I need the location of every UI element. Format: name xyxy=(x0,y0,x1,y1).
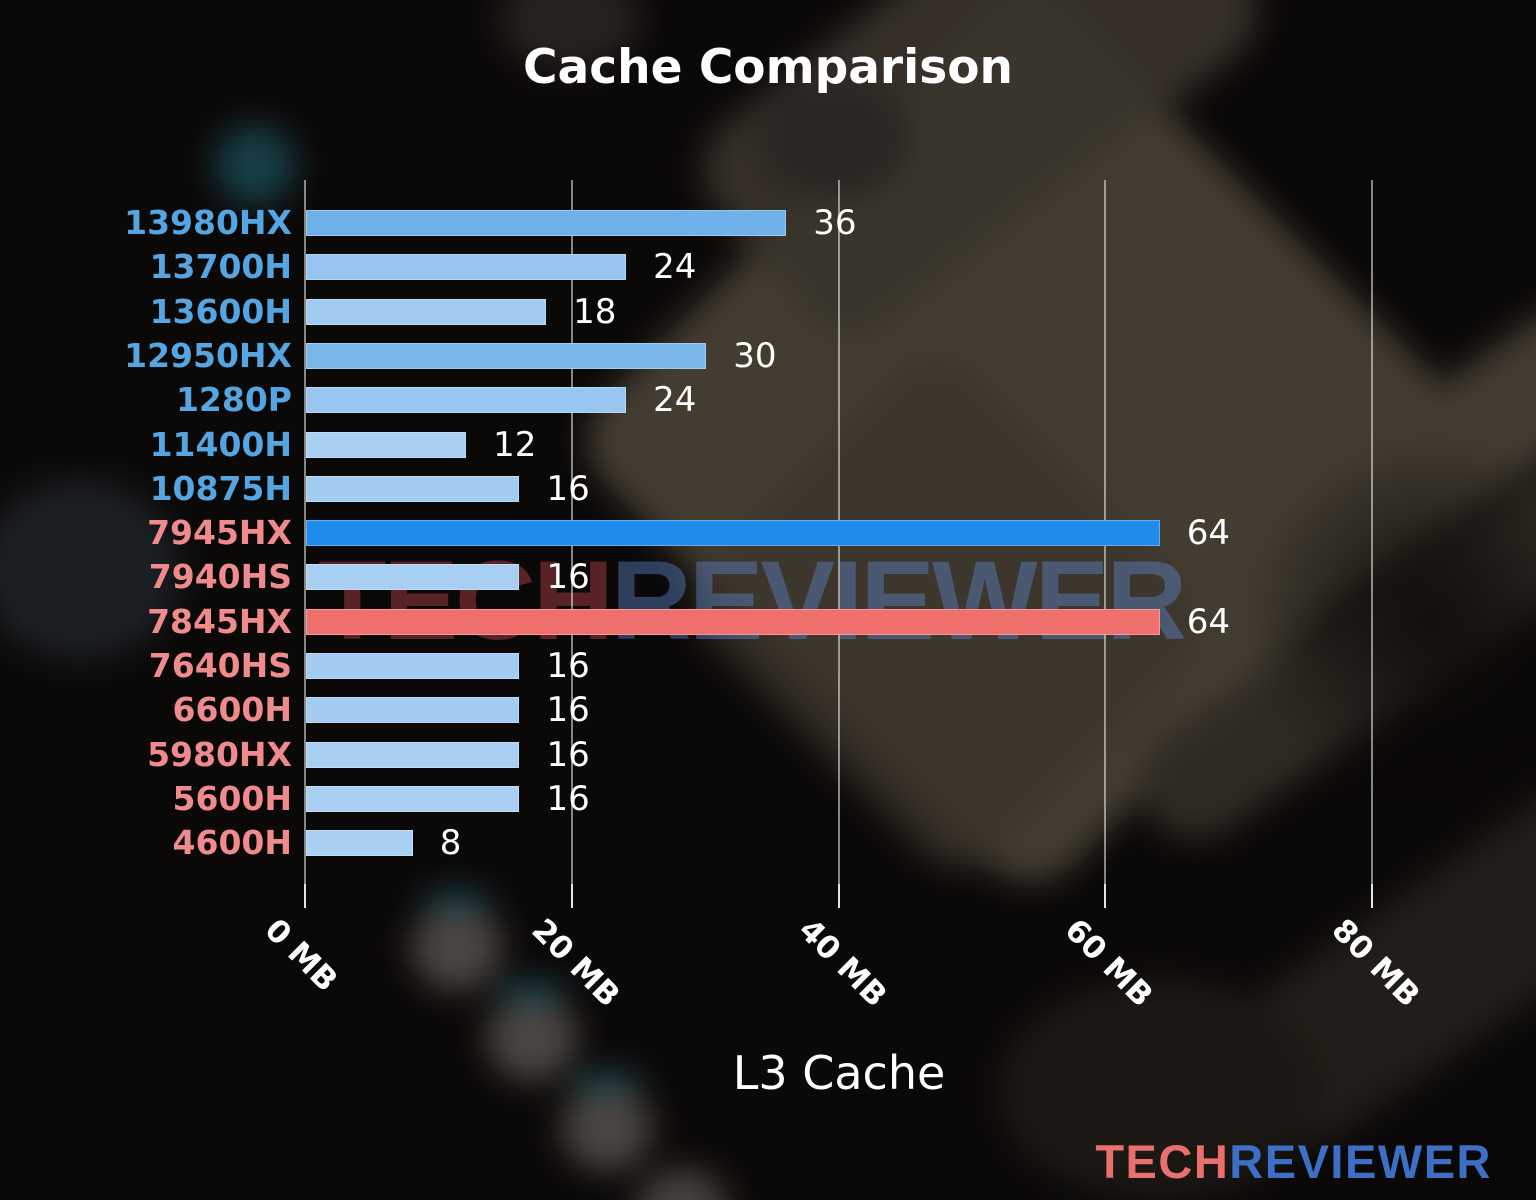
bar xyxy=(306,564,520,591)
capacitor-glow xyxy=(572,1071,642,1093)
value-label: 16 xyxy=(546,690,590,731)
bar xyxy=(306,520,1160,547)
category-label: 12950HX xyxy=(124,335,292,375)
logo-tech: TECH xyxy=(1095,1135,1230,1188)
bar xyxy=(306,608,1160,635)
watermark: TECHREVIEWER xyxy=(318,545,1187,657)
category-label: 11400H xyxy=(149,424,292,464)
bar xyxy=(306,210,787,236)
bar xyxy=(306,298,547,325)
teal-led-glow xyxy=(215,125,295,205)
category-label: 13600H xyxy=(149,291,292,331)
value-label: 16 xyxy=(546,557,590,598)
value-label: 64 xyxy=(1186,513,1231,554)
x-tick-label: 40 MB xyxy=(791,912,894,1015)
value-label: 36 xyxy=(813,203,857,243)
left-blue-blob xyxy=(0,480,180,660)
bar xyxy=(306,653,520,679)
category-label: 5600H xyxy=(172,778,292,818)
bottom-center-blob xyxy=(1000,980,1320,1200)
x-tickmark xyxy=(1371,884,1374,908)
bar xyxy=(306,830,413,857)
category-label: 10875H xyxy=(149,468,292,508)
x-gridline xyxy=(1371,180,1374,884)
category-label: 13700H xyxy=(149,247,292,287)
bar xyxy=(306,741,520,768)
category-label: 4600H xyxy=(172,823,292,863)
x-axis-label: L3 Cache xyxy=(732,1046,946,1100)
value-label: 12 xyxy=(493,424,537,465)
bar xyxy=(306,254,627,281)
value-label: 16 xyxy=(546,646,590,686)
bar xyxy=(306,475,520,502)
value-label: 16 xyxy=(546,778,590,819)
chart-title: Cache Comparison xyxy=(523,40,1013,95)
capacitor-glow xyxy=(422,891,492,913)
watermark-tech: TECH xyxy=(318,538,614,663)
value-label: 18 xyxy=(573,291,617,332)
x-tickmark xyxy=(570,884,573,908)
value-label: 64 xyxy=(1186,601,1231,642)
x-tick-label: 60 MB xyxy=(1057,912,1161,1015)
category-label: 13980HX xyxy=(124,203,292,242)
dark-circle-right xyxy=(1240,430,1536,810)
x-tickmark xyxy=(837,884,840,908)
category-label: 7845HX xyxy=(147,601,292,641)
x-tick-label: 0 MB xyxy=(257,912,345,999)
x-gridline xyxy=(304,180,306,884)
category-label: 6600H xyxy=(172,690,292,730)
value-label: 8 xyxy=(439,823,462,864)
value-label: 24 xyxy=(653,247,697,288)
watermark-reviewer: REVIEWER xyxy=(610,538,1187,663)
category-label: 7945HX xyxy=(147,513,292,553)
value-label: 30 xyxy=(733,335,777,376)
category-label: 1280P xyxy=(175,380,292,420)
x-tick-label: 20 MB xyxy=(524,912,627,1015)
x-tickmark xyxy=(1104,884,1107,908)
category-label: 5980HX xyxy=(147,734,292,774)
category-label: 7940HS xyxy=(148,557,292,597)
x-tickmark xyxy=(304,884,306,908)
value-label: 16 xyxy=(546,734,590,775)
logo-reviewer: REVIEWER xyxy=(1229,1135,1492,1188)
bar xyxy=(306,387,627,414)
category-label: 7640HS xyxy=(148,646,292,685)
bar xyxy=(306,697,520,724)
top-gray-blob xyxy=(760,80,910,200)
bar xyxy=(306,785,520,812)
capacitor-glow xyxy=(497,981,567,1003)
techreviewer-logo: TECHREVIEWER xyxy=(1095,1134,1492,1189)
value-label: 16 xyxy=(546,468,590,509)
bar xyxy=(306,431,467,458)
bar xyxy=(306,342,707,369)
value-label: 24 xyxy=(653,380,697,421)
x-tick-label: 80 MB xyxy=(1324,912,1427,1015)
